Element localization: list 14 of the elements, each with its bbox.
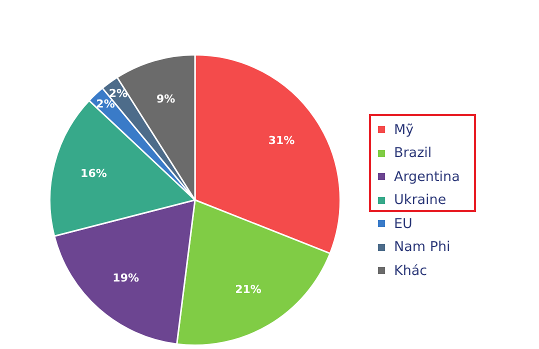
legend-label: Khác [394,262,428,279]
data-label: 21% [235,282,262,296]
legend-label: Mỹ [394,122,414,138]
legend-label: Argentina [394,168,460,185]
data-label: 2% [108,87,128,100]
legend-label: Nam Phi [394,239,450,256]
legend-label: Brazil [394,145,432,162]
data-label: 19% [112,271,140,284]
data-label: 16% [80,166,107,180]
data-label: 9% [156,92,176,106]
data-label: 31% [268,134,295,148]
legend-label: Ukraine [394,192,446,208]
data-label: 2% [96,98,115,111]
legend-label: EU [394,216,412,232]
